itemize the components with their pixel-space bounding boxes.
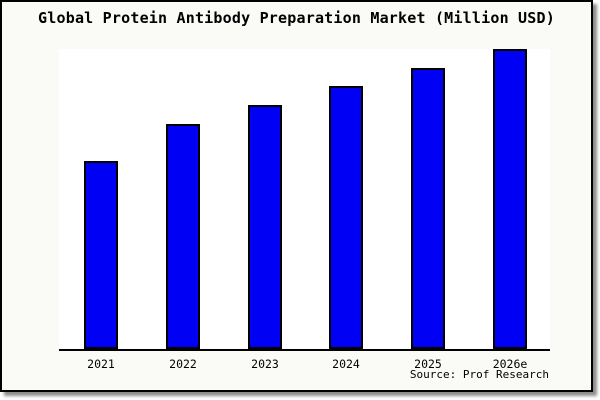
chart-title: Global Protein Antibody Preparation Mark… — [38, 9, 555, 27]
x-tick-2023: 2023 — [251, 357, 279, 371]
x-tick-2024: 2024 — [332, 357, 360, 371]
bar-2021 — [84, 161, 118, 349]
bar-2024 — [329, 86, 363, 349]
x-tick-2021: 2021 — [87, 357, 115, 371]
bar-2026e — [493, 49, 527, 349]
source-credit: Source: Prof Research — [409, 368, 549, 381]
bar-2022 — [166, 124, 200, 349]
chart-frame: Global Protein Antibody Preparation Mark… — [0, 0, 593, 392]
plot-area — [59, 49, 550, 351]
x-tick-2026e: 2026e — [492, 357, 528, 371]
x-tick-2025: 2025 — [414, 357, 442, 371]
bar-2023 — [248, 105, 282, 349]
bar-2025 — [411, 68, 445, 349]
x-tick-2022: 2022 — [169, 357, 197, 371]
